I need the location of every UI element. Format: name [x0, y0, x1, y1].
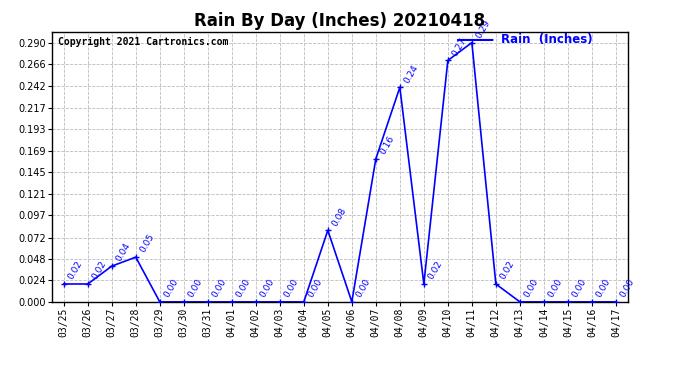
Text: 0.29: 0.29	[475, 18, 493, 40]
Text: 0.00: 0.00	[355, 277, 373, 299]
Text: 0.00: 0.00	[571, 277, 589, 299]
Text: 0.00: 0.00	[186, 277, 204, 299]
Text: 0.02: 0.02	[90, 260, 108, 281]
Text: 0.00: 0.00	[283, 277, 300, 299]
Text: 0.16: 0.16	[379, 134, 397, 156]
Text: 0.00: 0.00	[259, 277, 277, 299]
Text: 0.24: 0.24	[403, 63, 420, 84]
Text: 0.05: 0.05	[139, 232, 157, 254]
Text: 0.02: 0.02	[426, 260, 444, 281]
Text: 0.27: 0.27	[451, 36, 469, 58]
Text: 0.02: 0.02	[66, 260, 84, 281]
Text: 0.00: 0.00	[522, 277, 540, 299]
Text: 0.00: 0.00	[306, 277, 324, 299]
Text: 0.00: 0.00	[619, 277, 637, 299]
Text: 0.00: 0.00	[163, 277, 180, 299]
Title: Rain By Day (Inches) 20210418: Rain By Day (Inches) 20210418	[195, 12, 485, 30]
Text: 0.00: 0.00	[235, 277, 253, 299]
Text: 0.00: 0.00	[595, 277, 613, 299]
Text: 0.00: 0.00	[546, 277, 564, 299]
Text: 0.02: 0.02	[499, 260, 516, 281]
Text: Rain  (Inches): Rain (Inches)	[501, 33, 593, 46]
Text: 0.08: 0.08	[331, 206, 348, 228]
Text: Copyright 2021 Cartronics.com: Copyright 2021 Cartronics.com	[57, 37, 228, 47]
Text: 0.04: 0.04	[115, 242, 132, 263]
Text: 0.00: 0.00	[210, 277, 228, 299]
